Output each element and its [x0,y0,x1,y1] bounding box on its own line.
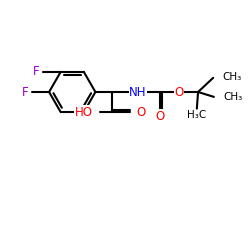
Text: F: F [33,66,40,78]
Text: O: O [137,106,146,118]
Text: H₃C: H₃C [187,110,206,120]
Text: HO: HO [75,106,93,118]
Text: CH₃: CH₃ [223,92,242,102]
Text: NH: NH [129,86,147,98]
Text: CH₃: CH₃ [222,72,242,82]
Text: O: O [174,86,184,98]
Text: F: F [22,86,28,98]
Text: O: O [156,110,165,123]
